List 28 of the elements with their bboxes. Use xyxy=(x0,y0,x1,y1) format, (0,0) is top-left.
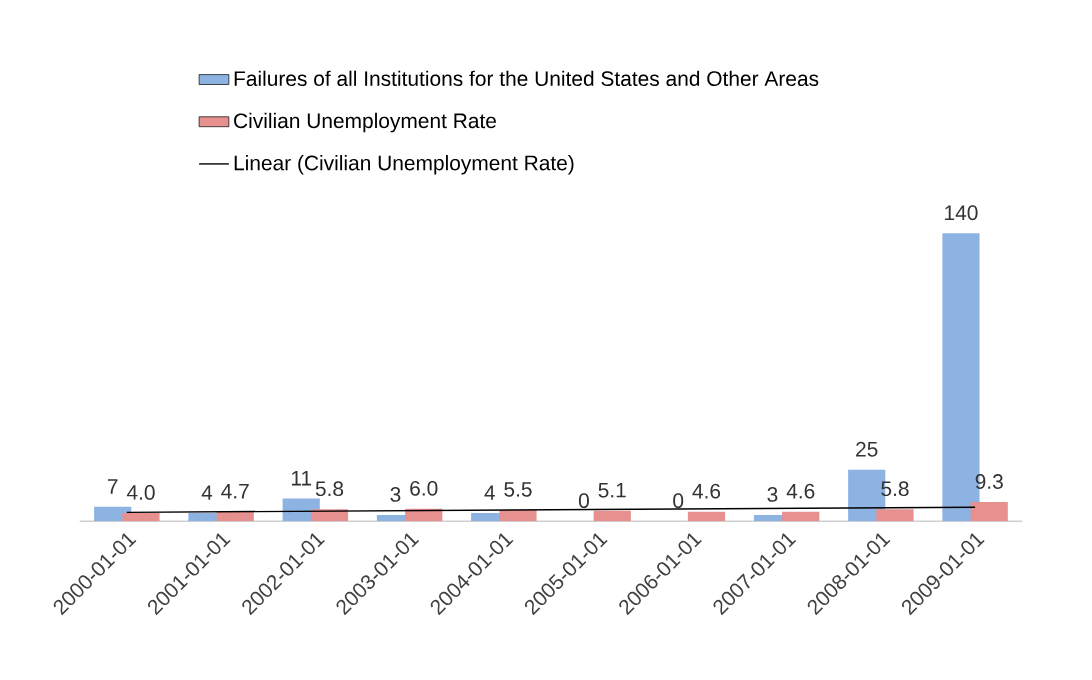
bar xyxy=(122,512,160,522)
data-label: 4 xyxy=(201,485,213,500)
data-label: 6.0 xyxy=(410,480,438,496)
data-label: 4.7 xyxy=(221,483,249,499)
data-label: 7 xyxy=(107,479,118,494)
data-label: 0 xyxy=(578,493,589,508)
bar xyxy=(687,511,726,522)
bar xyxy=(970,501,1008,522)
data-label: 5.5 xyxy=(504,482,532,497)
data-label: 5.1 xyxy=(598,482,626,498)
bar xyxy=(593,510,631,522)
data-label: 0 xyxy=(673,493,684,508)
data-label: 4 xyxy=(484,485,495,500)
data-label: 25 xyxy=(856,441,878,457)
data-label: 3 xyxy=(767,486,778,502)
data-label: 5.8 xyxy=(315,481,344,496)
data-label: 4.6 xyxy=(692,483,721,499)
bar xyxy=(499,509,537,522)
bar xyxy=(782,511,820,522)
data-label: 4.0 xyxy=(126,484,155,500)
legend-label: Civilian Unemployment Rate xyxy=(234,112,496,133)
data-label: 11 xyxy=(291,470,312,486)
data-label: 4.6 xyxy=(786,483,815,499)
data-label: 140 xyxy=(945,205,978,221)
bar xyxy=(876,509,914,522)
legend-label: Linear (Civilian Unemployment Rate) xyxy=(234,154,574,175)
data-label: 3 xyxy=(390,486,401,502)
legend-label: Failures of all Institutions for the United States and Other Areas xyxy=(234,70,819,86)
